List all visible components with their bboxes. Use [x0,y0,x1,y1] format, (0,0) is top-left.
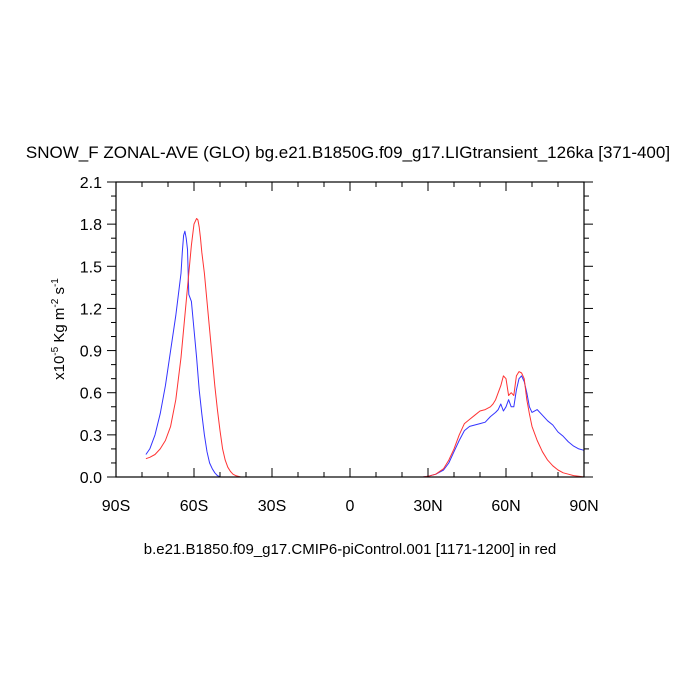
y-axis-label-unit-b: s [51,287,68,299]
x-tick-label: 30S [258,498,286,515]
x-axis-title: b.e21.B1850.f09_g17.CMIP6-piControl.001 … [144,541,557,558]
tick-label-layer: 90S 60S 30S 0 30N 60N 90N 0.0 0.3 0.6 0.9 1.2 1.5 1.8… [80,175,599,515]
y-axis-label-exp: -5 [50,346,61,355]
plot-frame [115,181,585,478]
chart-title: SNOW_F ZONAL-AVE (GLO) bg.e21.B1850G.f09… [26,143,670,162]
series-layer [145,218,585,478]
y-tick-label: 0.6 [80,386,102,403]
y-tick-label: 2.1 [80,175,102,192]
x-tick-label: 90N [569,498,598,515]
tick-layer [107,181,593,478]
y-axis-label-unit-a: Kg m [51,308,68,347]
y-tick-label: 0.9 [80,344,102,361]
x-tick-label: 30N [413,498,442,515]
y-axis-label-unit-a-exp: -2 [50,298,61,307]
y-tick-label: 1.2 [80,301,102,318]
x-tick-label: 90S [102,498,130,515]
series-line-2 [145,218,585,478]
x-tick-label: 60S [180,498,208,515]
y-tick-label: 0.0 [80,470,102,487]
y-tick-label: 0.3 [80,428,102,445]
x-tick-label: 0 [346,498,355,515]
y-axis-label-prefix: x10 [51,356,68,380]
y-tick-label: 1.8 [80,217,102,234]
y-tick-label: 1.5 [80,259,102,276]
y-axis-label-unit-b-exp: -1 [50,278,61,287]
x-tick-label: 60N [491,498,520,515]
series-line-1 [145,230,585,478]
x-axis-label: b.e21.B1850.f09_g17.CMIP6-piControl.001 … [144,541,557,558]
y-axis-label: x10-5 Kg m-2 s-1 [50,278,68,380]
